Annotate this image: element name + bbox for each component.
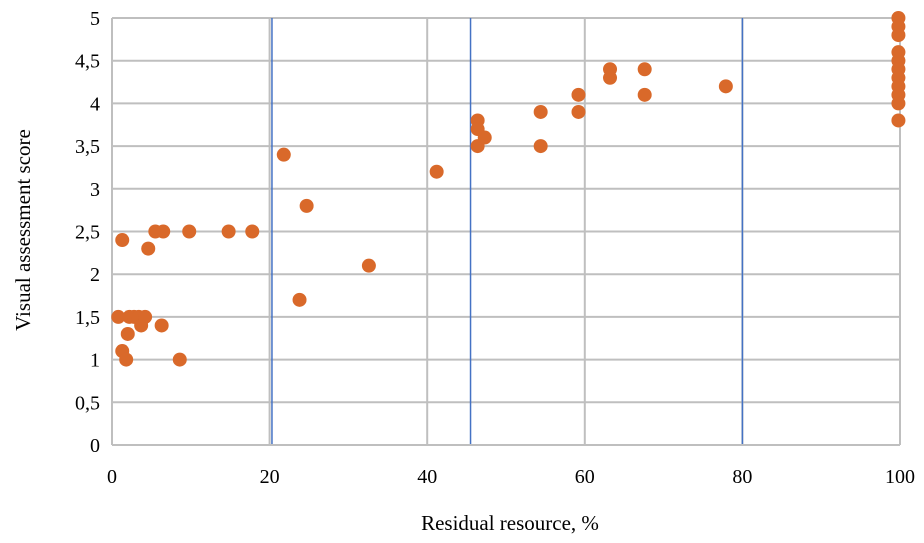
y-tick-label: 4 (90, 93, 100, 115)
data-point (299, 198, 314, 213)
y-tick-label: 1 (90, 350, 100, 372)
y-tick-label: 2,5 (75, 222, 100, 244)
data-point (571, 104, 586, 119)
y-tick-label: 3 (90, 179, 100, 201)
x-tick-label: 20 (260, 466, 280, 488)
data-point (221, 224, 236, 239)
x-tick-label: 60 (575, 466, 595, 488)
data-point (637, 62, 652, 77)
data-point (571, 87, 586, 102)
y-tick-label: 4,5 (75, 51, 100, 73)
x-tick-label: 100 (885, 466, 915, 488)
data-point (891, 96, 906, 111)
x-tick-label: 40 (417, 466, 437, 488)
data-point (637, 87, 652, 102)
data-point (156, 224, 171, 239)
y-tick-label: 5 (90, 8, 100, 30)
y-tick-label: 3,5 (75, 136, 100, 158)
data-point (172, 352, 187, 367)
data-point (292, 292, 307, 307)
x-tick-label: 0 (107, 466, 117, 488)
data-point (718, 79, 733, 94)
data-point (111, 309, 126, 324)
data-point (245, 224, 260, 239)
data-point (361, 258, 376, 273)
data-point (138, 309, 153, 324)
x-tick-label: 80 (732, 466, 752, 488)
x-axis-title: Residual resource, % (421, 511, 599, 535)
reference-lines (271, 18, 744, 445)
data-point (603, 70, 618, 85)
data-points (111, 11, 906, 367)
axes (111, 18, 900, 446)
data-point (276, 147, 291, 162)
data-point (141, 241, 156, 256)
data-point (182, 224, 197, 239)
data-point (429, 164, 444, 179)
data-point (533, 139, 548, 154)
data-point (120, 326, 135, 341)
y-tick-label: 2 (90, 264, 100, 286)
data-point (533, 104, 548, 119)
y-tick-label: 1,5 (75, 307, 100, 329)
x-tick-labels: 0 20 40 60 80 100 (107, 466, 915, 488)
data-point (115, 233, 130, 248)
data-point (891, 113, 906, 128)
data-point (477, 130, 492, 145)
y-tick-label: 0 (90, 435, 100, 457)
y-tick-labels: 0 0,5 1 1,5 2 2,5 3 3,5 4 4,5 5 (75, 8, 100, 457)
data-point (154, 318, 169, 333)
data-point (891, 28, 906, 43)
y-axis-title: Visual assessment score (11, 129, 35, 331)
y-tick-label: 0,5 (75, 392, 100, 414)
data-point (119, 352, 134, 367)
